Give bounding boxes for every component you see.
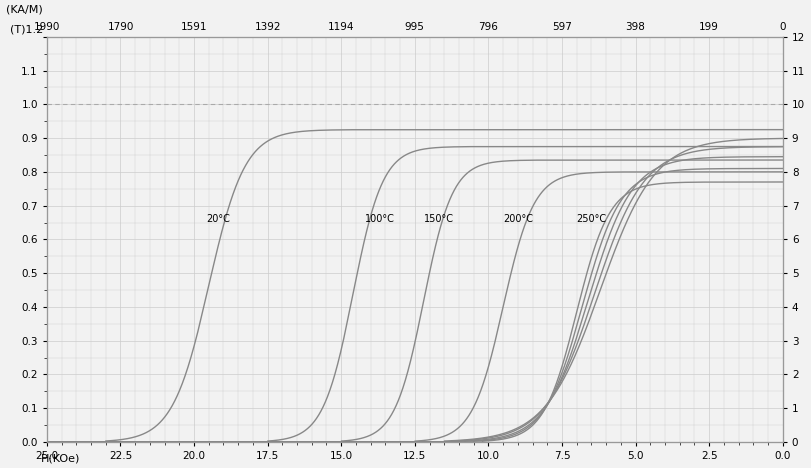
- Text: H(KOe): H(KOe): [41, 453, 80, 463]
- Text: 20°C: 20°C: [205, 214, 230, 224]
- Text: 150°C: 150°C: [423, 214, 453, 224]
- Text: 250°C: 250°C: [576, 214, 606, 224]
- Text: 100°C: 100°C: [364, 214, 394, 224]
- Text: (KA/M): (KA/M): [6, 5, 43, 15]
- Text: (T)1.2: (T)1.2: [10, 25, 43, 35]
- Text: 200°C: 200°C: [503, 214, 533, 224]
